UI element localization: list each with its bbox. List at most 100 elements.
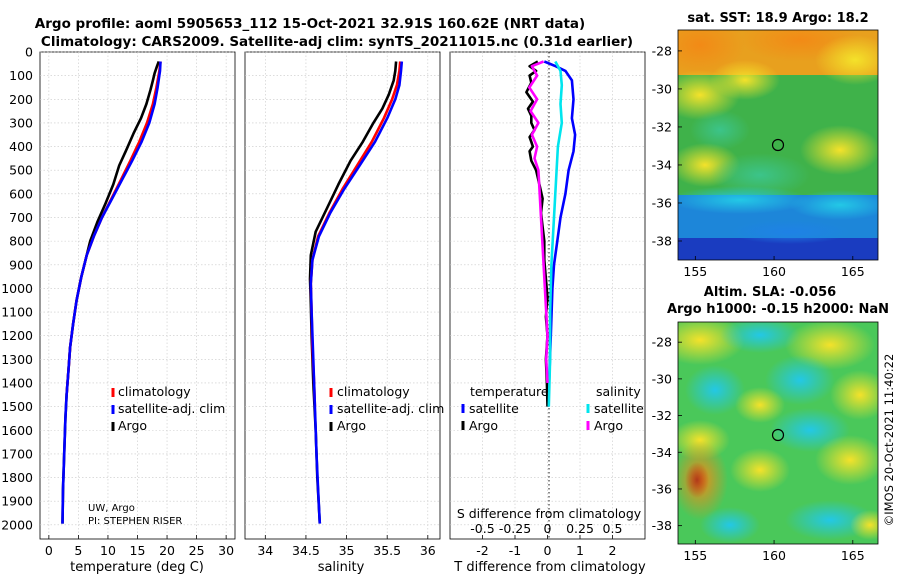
s-tick-label: 0.5 bbox=[603, 521, 623, 536]
t-difference-xlabel: T difference from climatology bbox=[453, 560, 646, 575]
depth-tick-label: 1000 bbox=[1, 281, 33, 296]
sla-map-title-line2: Argo h1000: -0.15 h2000: NaN bbox=[667, 302, 889, 317]
map-y-tick-label: -32 bbox=[652, 408, 672, 423]
map-y-tick-label: -28 bbox=[652, 335, 672, 350]
map-y-tick-label: -28 bbox=[652, 43, 672, 58]
sst-map-ticks: 155 160 165 -28 -30 -32 -34 -36 -38 bbox=[652, 43, 865, 279]
series-line-s-argo bbox=[527, 60, 549, 384]
depth-tick-label: 1600 bbox=[1, 423, 33, 438]
map-x-tick-label: 160 bbox=[762, 264, 786, 279]
x-tick-label: 25 bbox=[189, 543, 205, 558]
x-tick-label: 30 bbox=[218, 543, 234, 558]
x-tick-label: 5 bbox=[74, 543, 82, 558]
difference-legend: temperature salinity satellite Argo sate… bbox=[461, 384, 644, 433]
x-tick-label: 0 bbox=[45, 543, 53, 558]
s-tick-label: -0.5 bbox=[470, 521, 494, 536]
x-tick-label: 34 bbox=[257, 543, 273, 558]
map-y-tick-label: -36 bbox=[652, 195, 672, 210]
s-tick-label: 0.25 bbox=[566, 521, 594, 536]
salinity-x-ticks: 34 34.5 35 35.5 36 bbox=[257, 535, 436, 558]
depth-tick-label: 1100 bbox=[1, 305, 33, 320]
difference-panel: -2 -1 0 1 2 -0.5 -0.25 0 0.25 0.5 T difference fr… bbox=[449, 51, 646, 575]
figure-title-line2: Climatology: CARS2009. Satellite-adj cli… bbox=[41, 34, 633, 50]
series-line-t-satellite bbox=[543, 60, 577, 407]
s-tick-label: -0.25 bbox=[499, 521, 531, 536]
legend-s-satellite: satellite bbox=[594, 401, 644, 416]
legend-satellite-adj: satellite-adj. clim bbox=[118, 401, 225, 416]
map-x-tick-label: 155 bbox=[683, 548, 707, 563]
x-tick-label: 0 bbox=[544, 543, 552, 558]
depth-tick-label: 800 bbox=[9, 234, 33, 249]
depth-axis-ticks: 0 100 200 300 400 500 600 700 800 900 1000 1100 1200… bbox=[1, 45, 33, 533]
argo-location-marker bbox=[771, 138, 785, 152]
map-y-tick-label: -34 bbox=[652, 445, 672, 460]
legend-temperature-title: temperature bbox=[470, 384, 549, 399]
map-y-tick-label: -30 bbox=[652, 371, 672, 386]
legend-satellite-adj: satellite-adj. clim bbox=[337, 401, 444, 416]
depth-tick-label: 500 bbox=[9, 163, 33, 178]
depth-tick-label: 1300 bbox=[1, 352, 33, 367]
temperature-panel: 0100200300400500600700800900100011001200… bbox=[1, 45, 236, 575]
series-line-satellite-adj-clim bbox=[309, 61, 404, 524]
depth-tick-label: 0 bbox=[25, 45, 33, 60]
map-x-tick-label: 165 bbox=[841, 264, 865, 279]
x-tick-label: 2 bbox=[609, 543, 617, 558]
temperature-lines bbox=[61, 61, 162, 524]
temperature-xlabel: temperature (deg C) bbox=[70, 560, 204, 575]
depth-tick-label: 900 bbox=[9, 257, 33, 272]
x-tick-label: -1 bbox=[509, 543, 521, 558]
map-x-tick-label: 160 bbox=[762, 548, 786, 563]
x-tick-label: 35.5 bbox=[373, 543, 401, 558]
depth-tick-label: 1200 bbox=[1, 328, 33, 343]
series-line-s-satellite bbox=[547, 60, 564, 407]
temperature-legend: climatology satellite-adj. clim Argo bbox=[111, 384, 225, 433]
legend-climatology: climatology bbox=[118, 384, 191, 399]
difference-grid bbox=[450, 51, 645, 539]
map-y-tick-label: -38 bbox=[652, 233, 672, 248]
depth-tick-label: 1400 bbox=[1, 375, 33, 390]
legend-t-argo: Argo bbox=[469, 418, 498, 433]
s-tick-label: 0 bbox=[544, 521, 552, 536]
legend-t-satellite: satellite bbox=[469, 401, 519, 416]
depth-tick-label: 100 bbox=[9, 68, 33, 83]
depth-tick-label: 400 bbox=[9, 139, 33, 154]
legend-s-argo: Argo bbox=[594, 418, 623, 433]
sla-map-ticks: 155 160 165 -28 -30 -32 -34 -36 -38 bbox=[652, 335, 865, 563]
imos-watermark: ©IMOS 20-Oct-2021 11:40:22 bbox=[882, 354, 896, 527]
x-tick-label: 20 bbox=[159, 543, 175, 558]
salinity-lines bbox=[308, 61, 404, 524]
salinity-xlabel: salinity bbox=[318, 560, 365, 575]
sla-map-title-line1: Altim. SLA: -0.056 bbox=[704, 285, 836, 300]
x-tick-label: 1 bbox=[576, 543, 584, 558]
salinity-panel: 34 34.5 35 35.5 36 salinity climatology sate… bbox=[244, 51, 444, 575]
figure-title-line1: Argo profile: aoml 5905653_112 15-Oct-20… bbox=[35, 16, 585, 32]
depth-tick-label: 200 bbox=[9, 92, 33, 107]
annotation-institution: UW, Argo bbox=[88, 503, 135, 514]
x-tick-label: -2 bbox=[476, 543, 488, 558]
salinity-legend: climatology satellite-adj. clim Argo bbox=[329, 384, 444, 433]
map-y-tick-label: -36 bbox=[652, 481, 672, 496]
depth-tick-label: 1500 bbox=[1, 399, 33, 414]
legend-argo: Argo bbox=[337, 418, 366, 433]
depth-tick-label: 300 bbox=[9, 115, 33, 130]
x-tick-label: 15 bbox=[130, 543, 146, 558]
map-x-tick-label: 165 bbox=[841, 548, 865, 563]
map-y-tick-label: -34 bbox=[652, 157, 672, 172]
map-y-tick-label: -32 bbox=[652, 119, 672, 134]
salinity-axes-frame bbox=[244, 51, 441, 540]
map-y-tick-label: -30 bbox=[652, 81, 672, 96]
argo-location-marker bbox=[771, 428, 785, 442]
salinity-grid bbox=[245, 51, 440, 539]
depth-tick-label: 600 bbox=[9, 186, 33, 201]
difference-x-ticks: -2 -1 0 1 2 -0.5 -0.25 0 0.25 0.5 bbox=[470, 521, 622, 558]
depth-tick-label: 1900 bbox=[1, 494, 33, 509]
sla-map-frame bbox=[677, 321, 879, 545]
depth-tick-label: 700 bbox=[9, 210, 33, 225]
difference-lines bbox=[525, 60, 577, 407]
sst-field bbox=[678, 30, 878, 260]
annotation-pi: PI: STEPHEN RISER bbox=[88, 516, 182, 527]
s-difference-xlabel: S difference from climatology bbox=[457, 506, 642, 521]
sla-field bbox=[678, 322, 878, 544]
sst-map-frame bbox=[677, 29, 879, 261]
